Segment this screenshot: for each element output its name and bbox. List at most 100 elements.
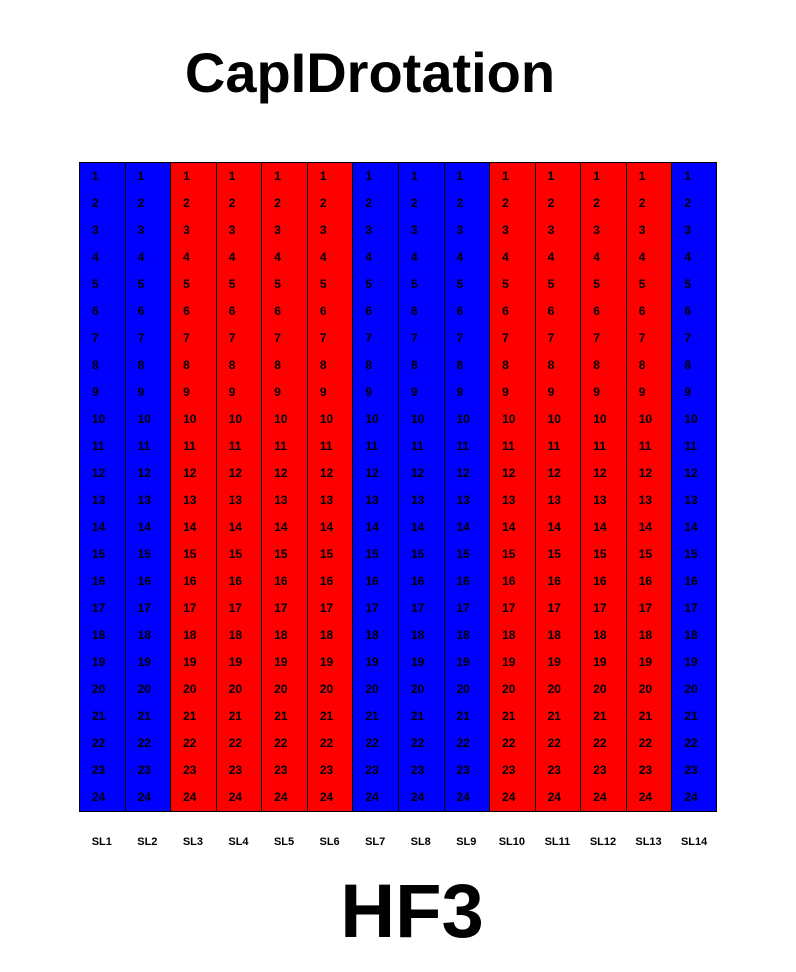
- cell-number: 5: [456, 277, 464, 291]
- cell-number: 5: [684, 277, 691, 291]
- cell-number: 13: [502, 493, 516, 507]
- cell-number: 13: [92, 493, 106, 507]
- cell-number: 18: [547, 628, 561, 642]
- cell-number: 24: [638, 790, 653, 804]
- cell-number: 14: [137, 520, 151, 534]
- cell-number: 19: [319, 655, 334, 669]
- cell-number: 16: [137, 574, 151, 588]
- cell-number: 22: [137, 736, 151, 750]
- cell-number: 15: [502, 547, 516, 561]
- cell-number: 16: [502, 574, 516, 588]
- cell-number: 16: [638, 574, 653, 588]
- cell-number: 12: [684, 466, 698, 480]
- cell-number: 8: [456, 358, 464, 372]
- cell-number: 22: [183, 736, 197, 750]
- cell-number: 8: [274, 358, 281, 372]
- cell-number: 18: [456, 628, 470, 642]
- cell-number: 18: [319, 628, 334, 642]
- cell-number: 3: [547, 223, 555, 237]
- cell-number: 18: [410, 628, 425, 642]
- cell-number: 10: [502, 412, 516, 426]
- cell-number: 7: [593, 331, 600, 345]
- cell-number: 10: [547, 412, 561, 426]
- cell-number: 4: [638, 250, 646, 264]
- cell-number: 19: [638, 655, 653, 669]
- cell-number: 2: [593, 196, 600, 210]
- cell-number: 23: [183, 763, 197, 777]
- slot-labels: SL1 SL2 SL3 SL4 SL5 SL6 SL7 SL8 SL9 SL10 SL11 SL12 S…: [79, 836, 717, 852]
- cell-number: 11: [684, 439, 697, 453]
- cell-number: 11: [319, 439, 333, 453]
- cell-number: 15: [547, 547, 561, 561]
- cell-number: 2: [92, 196, 99, 210]
- cell-number: 9: [92, 385, 99, 399]
- cell-number: 6: [456, 304, 464, 318]
- cell-number: 23: [456, 763, 470, 777]
- slot-column-sl12: 1 2 3 4 5 6 7 8 9 10 11 12 13 14 15 16 17 18 19 20 21 22 23 24: [580, 163, 626, 811]
- cell-number: 22: [638, 736, 653, 750]
- cell-number: 10: [456, 412, 470, 426]
- cell-number: 16: [274, 574, 288, 588]
- cell-number: 7: [456, 331, 464, 345]
- cell-number: 1: [456, 169, 464, 183]
- cell-number: 10: [319, 412, 334, 426]
- cell-number: 8: [638, 358, 646, 372]
- cell-number: 17: [684, 601, 698, 615]
- slot-label: SL1: [91, 836, 112, 848]
- cell-number: 22: [456, 736, 470, 750]
- cell-number: 9: [274, 385, 281, 399]
- cell-number: 19: [365, 655, 379, 669]
- cell-number: 18: [137, 628, 151, 642]
- cell-number: 8: [183, 358, 190, 372]
- cell-number: 3: [638, 223, 646, 237]
- cell-number: 21: [547, 709, 561, 723]
- cell-number: 20: [456, 682, 470, 696]
- cell-number: 5: [228, 277, 236, 291]
- cell-number: 2: [638, 196, 646, 210]
- cell-number: 24: [137, 790, 151, 804]
- cell-number: 5: [183, 277, 190, 291]
- cell-number: 9: [456, 385, 464, 399]
- cell-number: 11: [137, 439, 151, 453]
- cell-number: 15: [638, 547, 653, 561]
- slot-column-sl13: 1 2 3 4 5 6 7 8 9 10 11 12 13 14 15 16 17 18 19 20 21 22 23 24: [625, 163, 672, 811]
- slot-label: SL10: [498, 836, 525, 848]
- cell-number: 18: [228, 628, 243, 642]
- slot-label: SL2: [137, 836, 158, 848]
- cell-number: 20: [638, 682, 653, 696]
- cell-number: 3: [274, 223, 281, 237]
- cell-number: 7: [319, 331, 327, 345]
- cell-number: 3: [92, 223, 99, 237]
- slot-label: SL14: [680, 836, 708, 848]
- cell-number: 4: [319, 250, 327, 264]
- cell-number: 4: [684, 250, 691, 264]
- cell-number: 11: [456, 439, 470, 453]
- cell-number: 9: [365, 385, 373, 399]
- cell-number: 7: [92, 331, 99, 345]
- cell-number: 12: [502, 466, 516, 480]
- cell-number: 7: [638, 331, 646, 345]
- cell-number: 14: [684, 520, 698, 534]
- cell-number: 22: [684, 736, 698, 750]
- cell-number: 11: [365, 439, 379, 453]
- cell-number: 10: [228, 412, 243, 426]
- cell-number: 13: [547, 493, 561, 507]
- cell-number: 16: [183, 574, 197, 588]
- cell-number: 2: [319, 196, 327, 210]
- cell-number: 6: [502, 304, 509, 318]
- cell-number: 23: [593, 763, 607, 777]
- cell-number: 9: [684, 385, 691, 399]
- cell-number: 7: [274, 331, 281, 345]
- cell-number: 10: [638, 412, 653, 426]
- cell-number: 23: [92, 763, 106, 777]
- cell-number: 16: [593, 574, 607, 588]
- cell-number: 23: [638, 763, 653, 777]
- cell-number: 4: [547, 250, 555, 264]
- cell-number: 22: [593, 736, 607, 750]
- cell-number: 20: [319, 682, 334, 696]
- cell-number: 6: [228, 304, 236, 318]
- cell-number: 1: [593, 169, 600, 183]
- cell-number: 21: [410, 709, 425, 723]
- cell-number: 10: [684, 412, 698, 426]
- cell-number: 24: [456, 790, 470, 804]
